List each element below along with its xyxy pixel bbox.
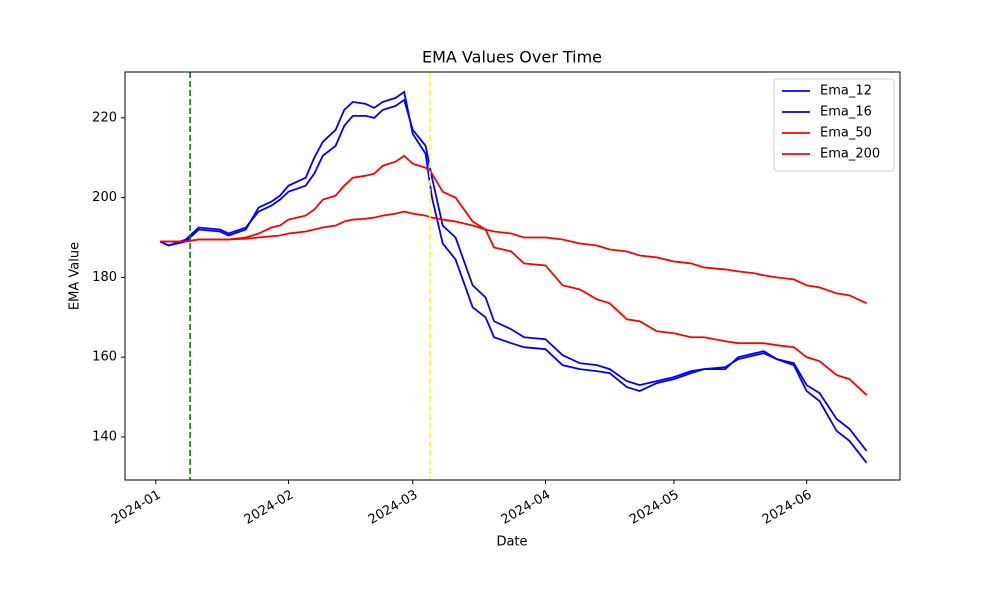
y-tick-label: 180 bbox=[92, 270, 117, 285]
plot-frame bbox=[124, 71, 901, 481]
line-series bbox=[159, 90, 868, 464]
y-tick-label: 140 bbox=[92, 429, 117, 444]
chart-title: EMA Values Over Time bbox=[422, 48, 602, 67]
x-tick-label: 2024-04 bbox=[499, 488, 554, 528]
legend-label: Ema_12 bbox=[820, 84, 872, 99]
x-tick-label: 2024-02 bbox=[242, 488, 297, 528]
y-tick-label: 160 bbox=[92, 350, 117, 365]
x-tick-label: 2024-01 bbox=[109, 488, 164, 528]
x-tick-label: 2024-06 bbox=[760, 488, 815, 528]
legend-box bbox=[773, 78, 895, 172]
legend-label: Ema_200 bbox=[820, 147, 880, 162]
legend-label: Ema_50 bbox=[820, 126, 872, 141]
legend: Ema_12 Ema_16 Ema_50 Ema_200 bbox=[773, 78, 895, 172]
line-series bbox=[159, 98, 868, 452]
y-tick-label: 200 bbox=[92, 190, 117, 205]
x-tick-label: 2024-03 bbox=[366, 488, 421, 528]
line-series bbox=[160, 210, 867, 305]
y-axis-label: EMA Value bbox=[68, 242, 83, 310]
legend-label: Ema_16 bbox=[820, 105, 872, 120]
line-series bbox=[160, 154, 868, 396]
y-tick-label: 220 bbox=[92, 110, 117, 125]
x-axis-label: Date bbox=[496, 535, 527, 550]
x-tick-label: 2024-05 bbox=[627, 488, 682, 528]
